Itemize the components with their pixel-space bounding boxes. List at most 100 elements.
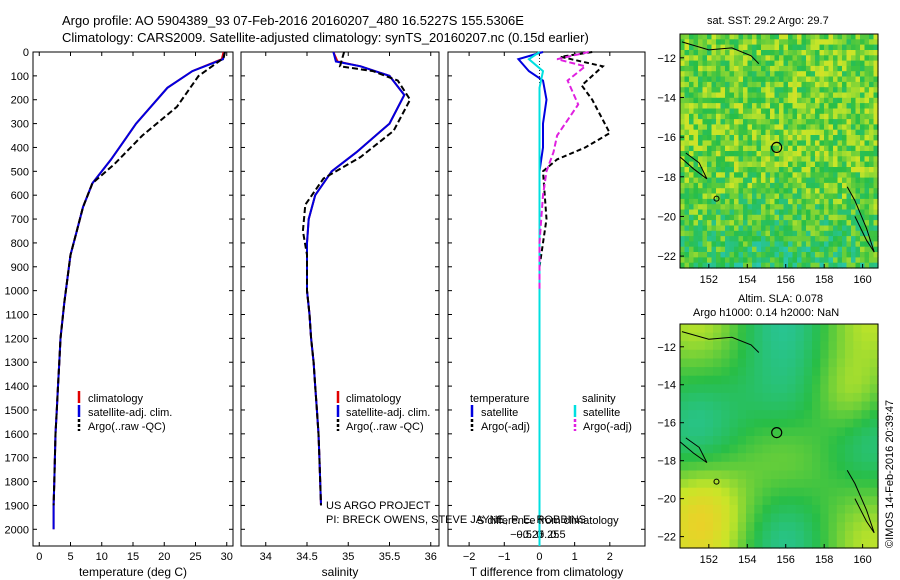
map-cell [752, 65, 758, 72]
x2-tick-label: 0.5 [550, 529, 565, 541]
map-cell [689, 81, 695, 88]
map-cell [803, 539, 813, 549]
map-cell [738, 252, 744, 258]
map-cell [824, 135, 830, 141]
map-cell [815, 252, 821, 258]
map-cell [810, 161, 816, 168]
map-cell [846, 172, 852, 179]
map-cell [707, 65, 713, 72]
map-cell [846, 140, 852, 147]
map-cell [833, 257, 839, 264]
map-cell [729, 341, 739, 351]
map-cell [721, 513, 731, 523]
depth-tick-label: 1100 [5, 310, 29, 322]
map-cell [680, 470, 689, 480]
depth-tick-label: 2000 [5, 524, 29, 536]
map-cell [828, 214, 834, 221]
map-cell [746, 401, 755, 411]
map-cell [680, 161, 686, 168]
map-cell [869, 401, 879, 411]
map-cell [860, 236, 866, 242]
map-cell [743, 252, 749, 258]
map-cell [707, 220, 713, 226]
map-cell [702, 60, 708, 67]
map-cell [792, 241, 798, 248]
map-cell [747, 252, 753, 258]
map-cell [711, 241, 717, 248]
map-cell [693, 103, 699, 109]
map-cell [774, 198, 780, 205]
map-cell [797, 151, 803, 157]
map-cell [770, 324, 780, 334]
map-cell [737, 332, 747, 342]
map-cell [864, 193, 870, 200]
map-cell [828, 151, 834, 157]
map-frame [679, 323, 879, 549]
map-cell [783, 50, 789, 56]
map-cell [737, 470, 747, 480]
map-cell [729, 225, 735, 232]
map-cell [684, 241, 690, 248]
map-cell [828, 401, 838, 411]
map-cell [788, 209, 794, 216]
map-cell [833, 236, 839, 242]
map-cell [696, 410, 706, 420]
map-cell [743, 140, 749, 147]
map-cell [693, 156, 699, 163]
map-cell [828, 324, 838, 334]
map-cell [842, 55, 848, 62]
map-cell [860, 103, 866, 109]
map-cell [851, 135, 857, 141]
map-cell [738, 50, 744, 56]
map-cell [774, 236, 780, 242]
map-cell [720, 220, 726, 226]
map-cell [698, 39, 704, 46]
map-cell [698, 129, 704, 136]
map-cell [792, 204, 798, 211]
map-cell [721, 341, 731, 351]
map-cell [801, 193, 807, 200]
map-cell [819, 76, 825, 83]
map-cell [738, 129, 744, 136]
map-cell [873, 230, 879, 237]
map-cell [684, 119, 690, 125]
map-cell [698, 135, 704, 141]
map-cell [869, 358, 879, 368]
map-cell [783, 140, 789, 147]
map-cell [693, 97, 699, 104]
map-cell [680, 444, 689, 454]
map-cell [716, 220, 722, 226]
map-cell [704, 392, 714, 403]
map-cell [787, 444, 797, 454]
map-cell [747, 60, 753, 67]
map-cell [756, 230, 762, 237]
map-cell [761, 55, 767, 62]
map-cell [770, 161, 776, 168]
map-cell [869, 530, 879, 540]
map-cell [851, 65, 857, 72]
map-cell [693, 188, 699, 195]
map-cell [787, 530, 797, 540]
map-cell [704, 375, 714, 385]
map-cell [842, 39, 848, 46]
map-cell [725, 87, 731, 94]
map-y-tick-label: −16 [657, 418, 676, 430]
map-cell [696, 427, 706, 437]
map-cell [765, 225, 771, 232]
map-cell [774, 188, 780, 195]
map-cell [864, 220, 870, 226]
map-y-tick-label: −22 [657, 532, 676, 544]
map-cell [737, 479, 747, 489]
map-cell [720, 193, 726, 200]
map-cell [810, 167, 816, 173]
map-cell [693, 241, 699, 248]
map-cell [693, 204, 699, 211]
map-cell [698, 50, 704, 56]
map-cell [792, 214, 798, 221]
map-cell [688, 367, 698, 377]
map-cell [851, 87, 857, 94]
map-cell [855, 167, 861, 173]
map-cell [765, 113, 771, 120]
map-cell [698, 113, 704, 120]
map-cell [779, 332, 788, 342]
